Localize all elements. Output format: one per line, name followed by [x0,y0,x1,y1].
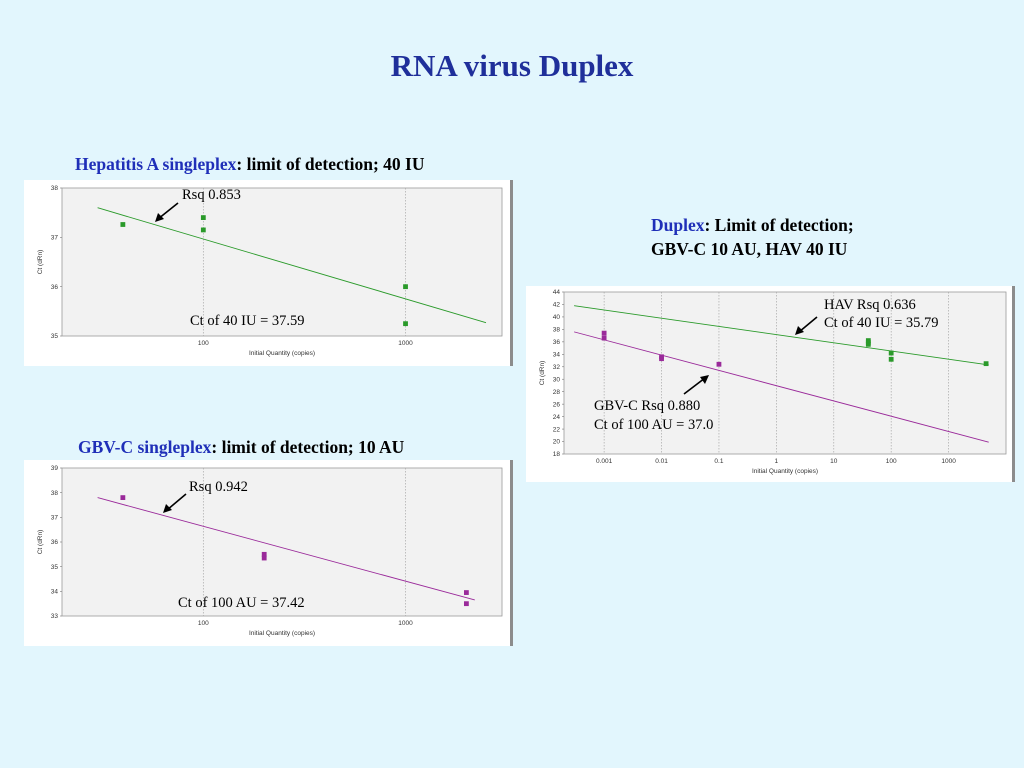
x-axis-label: Initial Quantity (copies) [752,468,818,475]
y-tick-label: 34 [553,352,561,359]
duplex-heading-accent: Duplex [651,215,705,235]
gbv-ct-label: Ct of 100 AU = 37.42 [178,595,305,611]
data-point-1 [659,356,664,362]
duplex-gbv-rsq-label: GBV-C Rsq 0.880 [594,398,701,414]
gbv-chart-svg: 100 1000 33 34 35 36 37 38 39 Initial Quantity (c… [37,465,503,637]
gbv-heading-rest: : limit of detection; 10 AU [211,437,405,457]
y-tick-label: 42 [553,302,561,309]
x-tick-label: 1 [775,458,779,465]
slide-title: RNA virus Duplex [390,48,634,83]
x-tick-label: 0.001 [596,458,613,465]
x-tick-label: 100 [198,340,209,347]
y-tick-label: 36 [51,539,59,546]
y-tick-label: 26 [553,401,561,408]
y-tick-label: 35 [51,564,59,571]
fit-line-0 [97,497,475,601]
duplex-heading-rest: : Limit of detection; [704,215,854,235]
data-point-0 [403,284,408,290]
x-tick-label: 1000 [398,340,413,347]
duplex-hav-arrow [795,316,818,335]
y-axis-label: Ct (dRn) [539,361,546,386]
fit-line-0 [574,305,989,366]
duplex-chart-svg: 0.001 0.01 0.1 1 10 100 1000 18 20 22 24 26 28 30 32 34… [539,289,1007,475]
y-tick-label: 39 [51,465,59,472]
hav-chart-svg: 100 1000 35 36 37 38 Initial Quantity (copies)… [37,185,503,357]
duplex-heading: Duplex: Limit of detection; GBV-C 10 AU,… [651,213,854,261]
data-point-1 [601,330,607,336]
hav-ct-label: Ct of 40 IU = 37.59 [190,313,305,329]
y-tick-label: 24 [553,414,561,421]
y-tick-label: 33 [51,613,59,620]
x-tick-label: 100 [886,458,897,465]
y-tick-label: 37 [51,235,59,242]
x-tick-label: 0.01 [655,458,668,465]
y-tick-label: 38 [51,490,59,497]
y-axis-label: Ct (dRn) [37,250,44,275]
hav-rsq-label: Rsq 0.853 [182,187,241,203]
duplex-gbv-ct-label: Ct of 100 AU = 37.0 [594,417,714,433]
x-axis-label: Initial Quantity (copies) [249,630,315,637]
data-point-0 [261,555,267,561]
gbv-heading-accent: GBV-C singleplex [78,437,212,457]
duplex-hav-ct-label: Ct of 40 IU = 35.79 [824,315,939,331]
y-tick-label: 34 [51,589,59,596]
x-tick-label: 1000 [398,620,413,627]
hav-arrow [155,202,179,222]
plot-area [61,467,503,617]
data-point-0 [261,551,267,557]
x-tick-label: 10 [830,458,838,465]
y-tick-label: 44 [553,289,561,296]
duplex-heading-line2: GBV-C 10 AU, HAV 40 IU [651,239,848,259]
data-point-0 [888,350,894,356]
data-point-1 [601,335,607,341]
hav-heading-accent: Hepatitis A singleplex [75,154,237,174]
gbv-arrow [163,493,187,513]
y-tick-label: 38 [553,327,561,334]
duplex-hav-rsq-label: HAV Rsq 0.636 [824,297,916,313]
hav-heading-rest: : limit of detection; 40 IU [236,154,425,174]
y-tick-label: 18 [553,451,561,458]
fit-line-0 [97,207,487,324]
y-axis-label: Ct (dRn) [37,530,44,555]
y-tick-label: 36 [553,339,561,346]
hav-heading: Hepatitis A singleplex: limit of detecti… [75,154,425,175]
duplex-gbv-arrow [683,375,709,395]
fit-line-1 [573,331,989,443]
gbv-chart: 100 1000 33 34 35 36 37 38 39 Initial Quantity (c… [24,460,513,646]
data-point-0 [983,361,989,367]
data-point-1 [716,361,722,367]
data-point-0 [403,321,408,327]
data-point-0 [463,601,469,607]
y-tick-label: 32 [553,364,561,371]
gbv-heading: GBV-C singleplex: limit of detection; 10… [78,437,404,458]
data-point-0 [200,215,206,220]
y-tick-label: 40 [553,314,561,321]
duplex-chart: 0.001 0.01 0.1 1 10 100 1000 18 20 22 24 26 28 30 32 34… [526,286,1015,482]
data-point-0 [200,227,206,233]
y-tick-label: 38 [51,185,59,192]
y-tick-label: 36 [51,284,59,291]
hav-chart: 100 1000 35 36 37 38 Initial Quantity (copies)… [24,180,513,366]
data-point-0 [463,590,469,595]
y-tick-label: 22 [553,426,561,433]
x-tick-label: 100 [198,620,209,627]
y-tick-label: 30 [553,376,561,383]
x-tick-label: 0.1 [714,458,723,465]
data-point-0 [120,222,126,227]
y-tick-label: 37 [51,515,59,522]
y-tick-label: 20 [553,439,561,446]
data-point-0 [120,495,126,500]
x-axis-label: Initial Quantity (copies) [249,350,315,357]
data-point-0 [888,356,894,362]
x-tick-label: 1000 [941,458,956,465]
data-point-0 [865,341,871,347]
y-tick-label: 28 [553,389,561,396]
y-tick-label: 35 [51,333,59,340]
gbv-rsq-label: Rsq 0.942 [189,479,248,495]
